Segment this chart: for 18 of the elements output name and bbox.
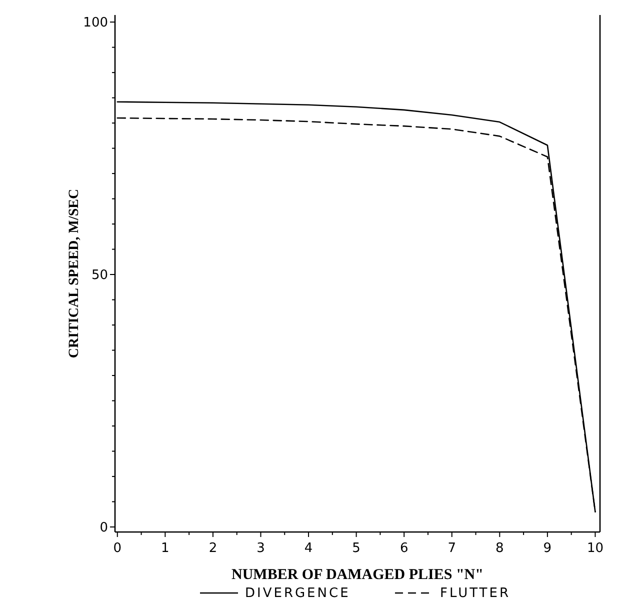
x-tick-label: 2 [208, 541, 218, 556]
x-tick-label: 4 [304, 541, 313, 556]
legend-label: DIVERGENCE [245, 586, 350, 601]
x-tick-label: 0 [113, 541, 122, 556]
legend-label: FLUTTER [440, 586, 510, 601]
x-tick-label: 8 [496, 541, 504, 556]
y-tick-label: 0 [100, 520, 108, 536]
x-tick-label: 5 [352, 541, 360, 556]
x-tick-label: 1 [161, 541, 170, 556]
x-tick-label: 6 [400, 541, 408, 556]
x-tick-label: 3 [256, 541, 265, 556]
y-axis-title: CRITICAL SPEED, M/SEC [67, 188, 82, 358]
y-tick-label: 100 [83, 16, 108, 31]
y-tick-label: 50 [91, 268, 108, 284]
x-tick-label: 7 [448, 541, 456, 556]
x-axis-title: NUMBER OF DAMAGED PLIES "N" [232, 567, 484, 583]
x-tick-label: 9 [543, 541, 552, 556]
x-tick-label: 10 [586, 541, 604, 556]
